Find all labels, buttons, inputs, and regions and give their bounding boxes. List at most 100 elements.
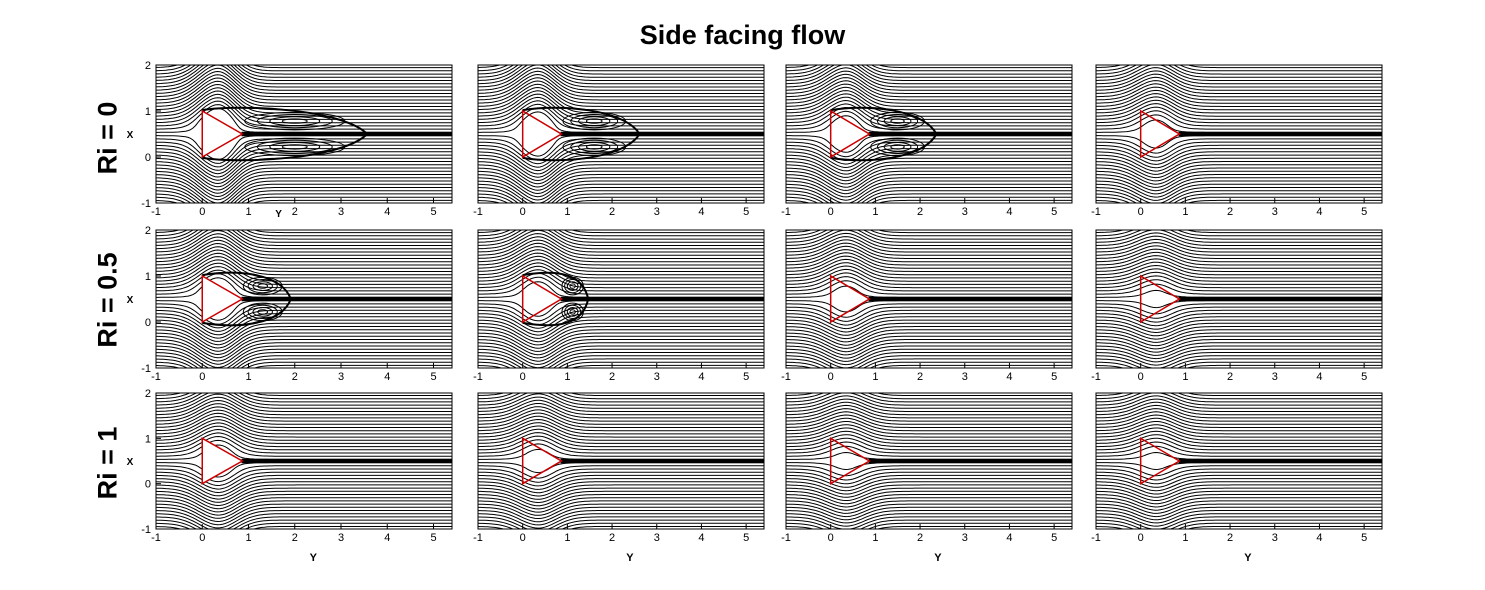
streamline: [478, 303, 764, 322]
streamline: [478, 519, 764, 529]
streamline: [156, 316, 452, 339]
streamline: [786, 245, 1072, 263]
x-tick-label: 4: [1006, 532, 1012, 544]
streamline: [478, 443, 764, 457]
streamline: [1096, 271, 1382, 285]
streamline-panel-r1-c3: -1 0 1 2 3 4 5: [1091, 229, 1383, 383]
x-tick-label: -1: [1091, 532, 1101, 544]
streamlines: [156, 393, 452, 529]
x-tick-label: 3: [338, 206, 344, 218]
streamline: [478, 448, 764, 460]
streamline: [786, 230, 1072, 246]
x-tick-label: 2: [609, 206, 615, 218]
streamline: [1096, 283, 1382, 295]
streamline: [1096, 497, 1382, 511]
streamline: [786, 174, 1072, 195]
streamline: [1096, 258, 1382, 272]
y-tick-label: 0: [145, 317, 151, 329]
streamlines: [1096, 393, 1382, 529]
streamline: [156, 399, 452, 419]
x-tick-label: -1: [781, 371, 791, 383]
streamline: [1096, 167, 1382, 185]
streamline: [1096, 190, 1382, 203]
x-tick-label: 5: [743, 206, 749, 218]
streamline: [786, 103, 1072, 124]
streamline: [156, 80, 452, 107]
streamline: [478, 399, 764, 416]
streamline: [1096, 232, 1382, 246]
streamline: [1096, 238, 1382, 253]
streamline: [1096, 355, 1382, 368]
x-tick-label: 3: [1272, 371, 1278, 383]
streamline: [786, 417, 1072, 432]
streamline: [156, 67, 452, 94]
streamline: [786, 401, 1072, 416]
streamline: [156, 65, 452, 69]
x-tick-label: -1: [781, 206, 791, 218]
triangular-body: [1139, 109, 1181, 159]
streamline: [478, 230, 764, 250]
x-tick-label: 1: [1182, 532, 1188, 544]
streamline: [1096, 268, 1382, 282]
streamline: [478, 522, 764, 529]
x-tick-label: 4: [1316, 532, 1322, 544]
streamline: [478, 497, 764, 513]
streamline: [1096, 48, 1382, 64]
recirculation-eddy: [269, 116, 321, 127]
streamline: [156, 393, 452, 396]
x-tick-label: 3: [962, 206, 968, 218]
y-tick-label: -1: [141, 198, 151, 210]
streamline: [1096, 144, 1382, 162]
x-tick-label: 2: [609, 532, 615, 544]
streamline: [478, 265, 764, 285]
streamlines: [786, 230, 1072, 368]
streamline: [156, 403, 452, 422]
streamline: [156, 256, 452, 279]
streamline: [1096, 230, 1382, 237]
streamline: [1096, 441, 1382, 454]
x-tick-label: 1: [1182, 206, 1188, 218]
recirculation-eddy: [281, 144, 308, 150]
streamline-panel-r0-c1: -1 0 1 2 3 4 5: [473, 64, 765, 218]
streamline: [1096, 248, 1382, 263]
streamline: [1096, 235, 1382, 250]
streamline: [478, 500, 764, 516]
streamline: [1096, 93, 1382, 111]
streamline: [156, 422, 452, 441]
streamline: [156, 393, 452, 406]
streamline: [478, 65, 764, 78]
streamline: [1096, 180, 1382, 198]
streamline: [156, 526, 452, 529]
streamline: [478, 319, 764, 339]
triangular-body: [521, 274, 563, 324]
streamline: [478, 494, 764, 510]
triangular-body: [201, 274, 244, 324]
streamline: [478, 164, 764, 188]
streamline: [478, 432, 764, 448]
streamline: [1096, 424, 1382, 438]
streamline: [786, 487, 1072, 501]
streamline: [156, 180, 452, 203]
streamline: [478, 180, 764, 203]
x-tick-label: 3: [654, 532, 660, 544]
streamline: [156, 161, 452, 188]
streamline: [786, 193, 1072, 203]
streamline: [786, 506, 1072, 521]
panel-frame: [155, 64, 453, 204]
streamline: [786, 86, 1072, 107]
streamline: [786, 408, 1072, 422]
streamline: [156, 519, 452, 529]
streamline: [156, 487, 452, 507]
streamline: [156, 65, 452, 88]
streamline: [156, 322, 452, 346]
streamline: [786, 516, 1072, 529]
streamline: [156, 262, 452, 285]
streamline: [156, 500, 452, 519]
x-tick-label: 5: [430, 532, 436, 544]
y-tick-label: 0: [145, 152, 151, 164]
streamline: [478, 403, 764, 419]
x-tick-label: 0: [520, 206, 526, 218]
streamline: [156, 393, 452, 400]
streamline: [786, 167, 1072, 188]
streamline: [1096, 465, 1382, 477]
